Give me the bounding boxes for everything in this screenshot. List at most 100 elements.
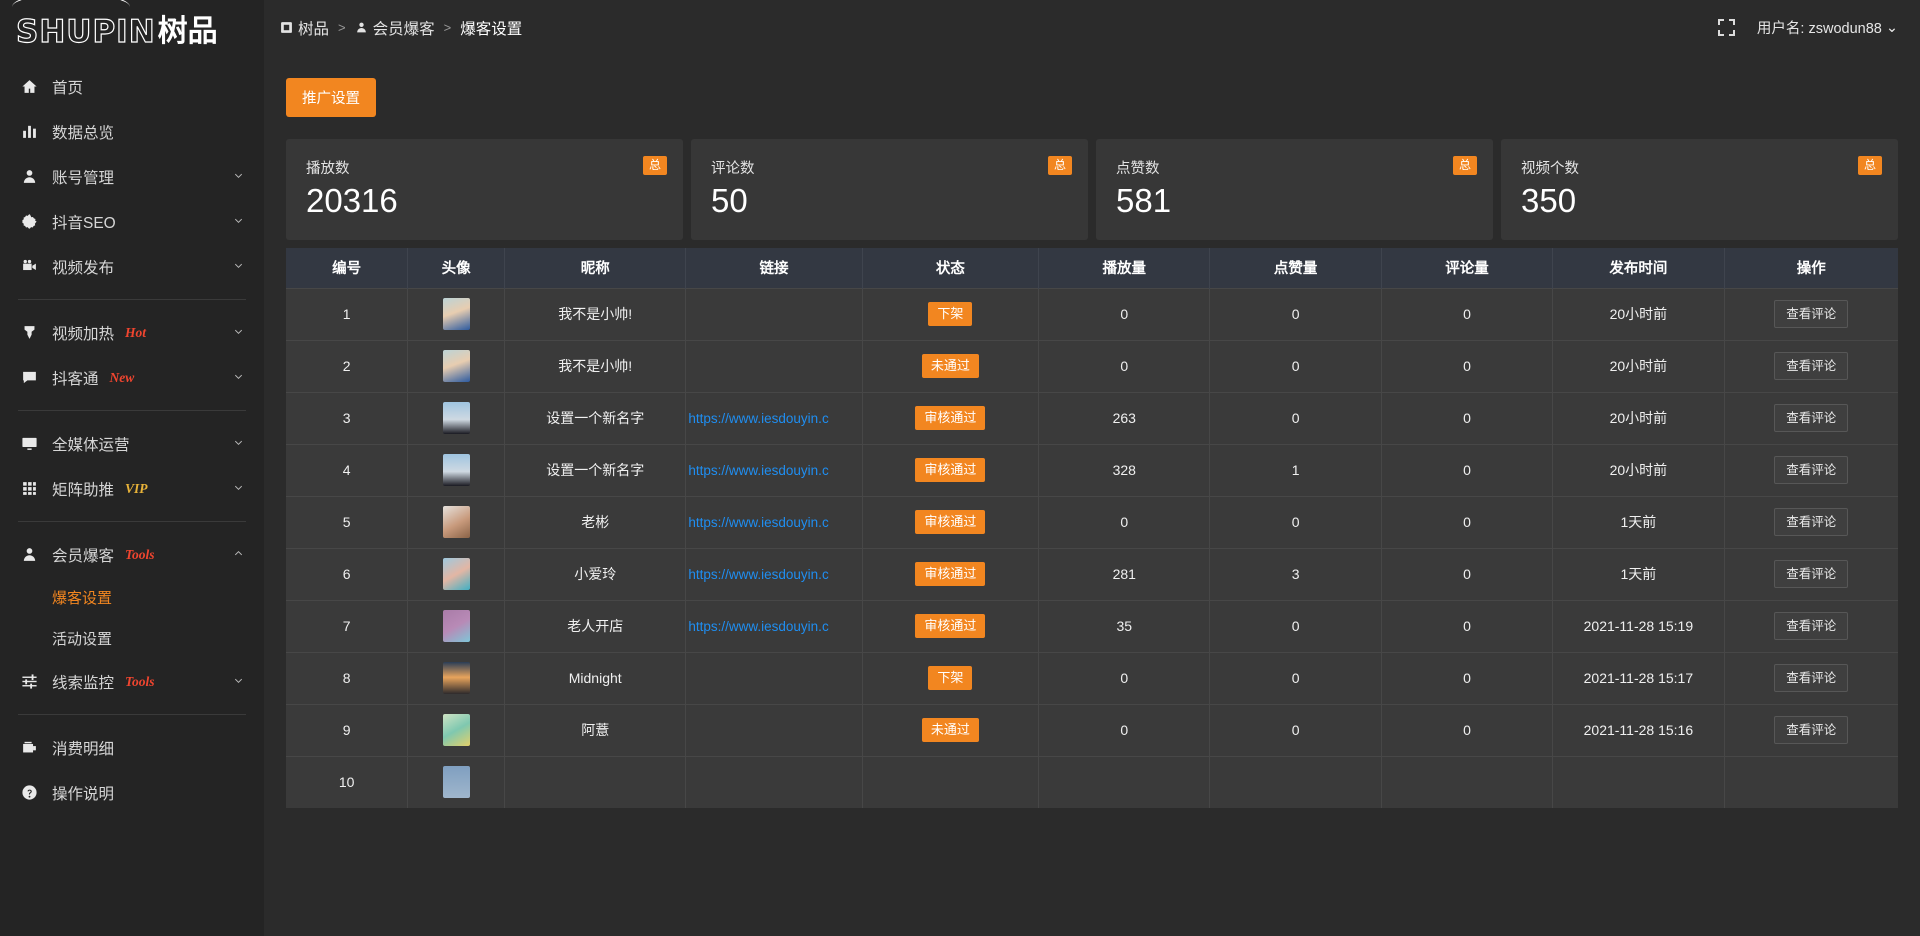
view-comments-button[interactable]: 查看评论 — [1774, 611, 1849, 641]
view-comments-button[interactable]: 查看评论 — [1774, 403, 1849, 433]
sidebar-item-label: 账号管理 — [52, 169, 115, 187]
sidebar-item-douyin-seo[interactable]: 抖音SEO — [0, 199, 264, 244]
cell-actions[interactable]: 查看评论 — [1724, 495, 1898, 548]
sidebar-item-douketong[interactable]: 抖客通 New — [0, 355, 264, 400]
status-badge[interactable]: 审核通过 — [915, 405, 986, 431]
stat-card-value: 581 — [1116, 182, 1172, 219]
video-link[interactable]: https://www.iesdouyin.c — [688, 462, 829, 478]
cell-status[interactable]: 审核通过 — [862, 599, 1040, 652]
sidebar-subitem-activity-settings[interactable]: 活动设置 — [0, 618, 264, 659]
avatar — [442, 558, 470, 590]
cell-comments: 0 — [1381, 287, 1554, 340]
sidebar-item-consumption-detail[interactable]: 消费明细 — [0, 725, 264, 770]
breadcrumb-item-member-baoke[interactable]: 会员爆客 — [355, 17, 435, 39]
sidebar-item-omnimedia[interactable]: 全媒体运营 — [0, 421, 264, 466]
cell-link[interactable]: https://www.iesdouyin.c — [685, 495, 863, 548]
status-badge[interactable]: 审核通过 — [915, 561, 986, 587]
cell-actions[interactable]: 查看评论 — [1724, 339, 1898, 392]
sidebar-item-data-overview[interactable]: 数据总览 — [0, 109, 264, 154]
cell-likes: 3 — [1209, 547, 1382, 600]
cell-link[interactable]: https://www.iesdouyin.c — [685, 547, 863, 600]
view-comments-button[interactable]: 查看评论 — [1774, 715, 1849, 745]
cell-actions[interactable]: 查看评论 — [1724, 651, 1898, 704]
chevron-down-icon — [233, 675, 244, 688]
cell-status[interactable]: 未通过 — [862, 339, 1040, 392]
cell-actions[interactable] — [1724, 755, 1898, 808]
sidebar-badge-vip: VIP — [125, 480, 148, 496]
cell-avatar — [407, 443, 506, 496]
cell-status[interactable]: 下架 — [862, 287, 1040, 340]
cell-status[interactable]: 审核通过 — [862, 547, 1040, 600]
cell-id: 5 — [286, 495, 409, 548]
video-link[interactable]: https://www.iesdouyin.c — [688, 514, 829, 530]
view-comments-button[interactable]: 查看评论 — [1774, 663, 1849, 693]
sidebar-item-member-baoke[interactable]: 会员爆客 Tools — [0, 532, 264, 577]
cell-actions[interactable]: 查看评论 — [1724, 443, 1898, 496]
view-comments-button[interactable]: 查看评论 — [1774, 299, 1849, 329]
sidebar-item-matrix-boost[interactable]: 矩阵助推 VIP — [0, 466, 264, 511]
sidebar-item-home[interactable]: 首页 — [0, 64, 264, 109]
sidebar-item-video-boost[interactable]: 视频加热 Hot — [0, 310, 264, 355]
column-header-link: 链接 — [685, 248, 863, 288]
cell-id: 3 — [286, 391, 409, 444]
status-badge[interactable]: 审核通过 — [915, 509, 986, 535]
stat-card-comments: 评论数 50 总 — [691, 139, 1088, 240]
stat-card-title: 点赞数 — [1116, 161, 1160, 177]
cell-avatar — [407, 547, 506, 600]
cell-likes: 0 — [1209, 287, 1382, 340]
status-badge[interactable]: 未通过 — [921, 717, 979, 743]
cell-status — [862, 755, 1040, 808]
breadcrumb-label: 爆客设置 — [460, 20, 523, 38]
breadcrumb-item-root[interactable]: 树品 — [280, 17, 329, 39]
cell-status[interactable]: 审核通过 — [862, 391, 1040, 444]
sidebar-subitem-baoke-settings[interactable]: 爆客设置 — [0, 577, 264, 618]
promote-settings-button[interactable]: 推广设置 — [286, 78, 376, 117]
chevron-down-icon — [233, 260, 244, 273]
cell-status[interactable]: 未通过 — [862, 703, 1040, 756]
cell-likes: 0 — [1209, 703, 1382, 756]
cell-status[interactable]: 审核通过 — [862, 495, 1040, 548]
cell-link[interactable]: https://www.iesdouyin.c — [685, 391, 863, 444]
cell-actions[interactable]: 查看评论 — [1724, 391, 1898, 444]
video-link[interactable]: https://www.iesdouyin.c — [688, 566, 829, 582]
sidebar-item-lead-monitor[interactable]: 线索监控 Tools — [0, 659, 264, 704]
video-link[interactable]: https://www.iesdouyin.c — [688, 410, 829, 426]
video-link[interactable]: https://www.iesdouyin.c — [688, 618, 829, 634]
cell-actions[interactable]: 查看评论 — [1724, 287, 1898, 340]
cell-likes: 0 — [1209, 391, 1382, 444]
view-comments-button[interactable]: 查看评论 — [1774, 507, 1849, 537]
cell-link[interactable]: https://www.iesdouyin.c — [685, 599, 863, 652]
sidebar-badge-tools: Tools — [125, 673, 155, 689]
cell-actions[interactable]: 查看评论 — [1724, 599, 1898, 652]
cell-link[interactable]: https://www.iesdouyin.c — [685, 443, 863, 496]
cell-actions[interactable]: 查看评论 — [1724, 547, 1898, 600]
cell-comments: 0 — [1381, 443, 1554, 496]
video-camera-icon — [18, 258, 40, 275]
status-badge[interactable]: 未通过 — [921, 353, 979, 379]
status-badge[interactable]: 审核通过 — [915, 613, 986, 639]
breadcrumb-item-current: 爆客设置 — [460, 17, 522, 39]
fullscreen-icon[interactable] — [1717, 19, 1735, 36]
user-menu[interactable]: 用户名: zswodun88 ⌄ — [1757, 17, 1898, 38]
avatar — [442, 766, 470, 799]
stat-card-badge: 总 — [1452, 156, 1477, 175]
cell-status[interactable]: 审核通过 — [862, 443, 1040, 496]
cell-plays: 0 — [1038, 703, 1211, 756]
sidebar-divider — [18, 410, 246, 411]
cell-plays: 281 — [1038, 547, 1211, 600]
status-badge[interactable]: 审核通过 — [915, 457, 986, 483]
brand-logo[interactable]: SHUPIN 树品 — [0, 0, 264, 56]
sidebar-badge-hot: Hot — [125, 324, 147, 340]
cell-status[interactable]: 下架 — [862, 651, 1040, 704]
sliders-icon — [18, 673, 40, 690]
sidebar-item-video-publish[interactable]: 视频发布 — [0, 244, 264, 289]
cell-actions[interactable]: 查看评论 — [1724, 703, 1898, 756]
view-comments-button[interactable]: 查看评论 — [1774, 455, 1849, 485]
sidebar-item-instructions[interactable]: 操作说明 — [0, 770, 264, 815]
sidebar-item-account-management[interactable]: 账号管理 — [0, 154, 264, 199]
status-badge[interactable]: 下架 — [928, 665, 973, 691]
cell-plays: 263 — [1038, 391, 1211, 444]
view-comments-button[interactable]: 查看评论 — [1774, 351, 1849, 381]
status-badge[interactable]: 下架 — [928, 301, 973, 327]
view-comments-button[interactable]: 查看评论 — [1774, 559, 1849, 589]
